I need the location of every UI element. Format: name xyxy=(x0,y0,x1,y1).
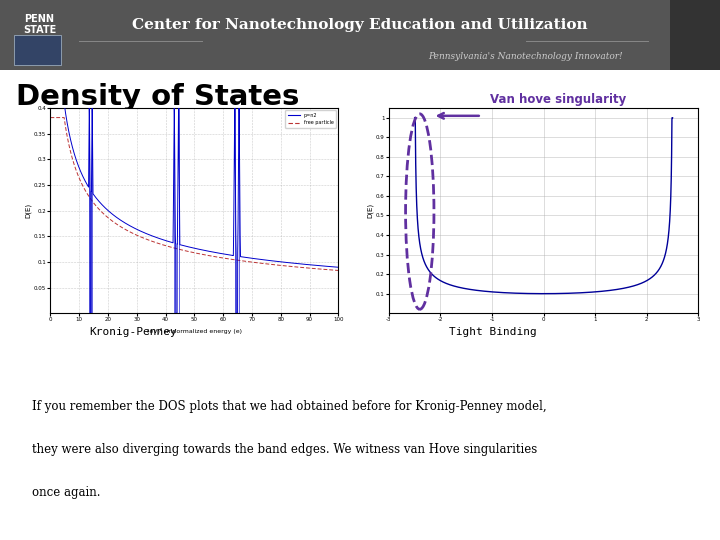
Text: once again.: once again. xyxy=(32,485,101,498)
Text: Van hove singularity: Van hove singularity xyxy=(490,93,626,106)
Bar xyxy=(14,35,61,65)
Y-axis label: D(E): D(E) xyxy=(24,203,31,218)
Y-axis label: D(E): D(E) xyxy=(366,203,373,218)
Text: Center for Nanotechnology Education and Utilization: Center for Nanotechnology Education and … xyxy=(132,18,588,31)
Text: Kronig-Penney: Kronig-Penney xyxy=(89,327,177,337)
Text: Tight Binding: Tight Binding xyxy=(449,327,537,337)
Text: PENN
STATE: PENN STATE xyxy=(23,14,56,35)
Text: Pennsylvania's Nanotechnology Innovator!: Pennsylvania's Nanotechnology Innovator! xyxy=(428,52,623,60)
X-axis label: (eV)² unnormalized energy (e): (eV)² unnormalized energy (e) xyxy=(147,328,242,334)
Legend: p=n2, free particle: p=n2, free particle xyxy=(285,111,336,128)
Text: Density of States: Density of States xyxy=(16,83,300,111)
Text: they were also diverging towards the band edges. We witness van Hove singulariti: they were also diverging towards the ban… xyxy=(32,443,538,456)
Text: If you remember the DOS plots that we had obtained before for Kronig-Penney mode: If you remember the DOS plots that we ha… xyxy=(32,400,547,413)
Bar xyxy=(670,0,720,70)
